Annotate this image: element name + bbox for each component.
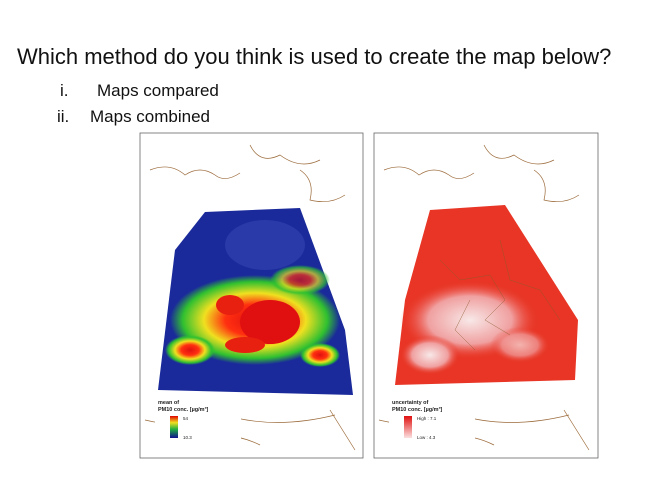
legend-high: 54 bbox=[183, 416, 189, 421]
uncertainty-field bbox=[400, 280, 550, 375]
question: Which method do you think is used to cre… bbox=[17, 44, 612, 69]
legend-title: uncertainty of bbox=[392, 400, 429, 406]
legend-title: PM10 conc. [µg/m³] bbox=[158, 406, 208, 413]
borders bbox=[439, 239, 561, 351]
pollution-blobs bbox=[165, 220, 340, 367]
option-text: Maps combined bbox=[90, 107, 211, 126]
legend-title: mean of bbox=[158, 400, 179, 406]
legend-scale bbox=[404, 416, 412, 438]
option-marker: i. bbox=[60, 81, 69, 100]
legend-low: 10.3 bbox=[183, 435, 192, 440]
option-marker: ii. bbox=[57, 107, 70, 126]
legend-scale bbox=[170, 416, 178, 438]
legend-high: High : 7.1 bbox=[417, 416, 437, 421]
legend-title: PM10 conc. [µg/m³] bbox=[392, 406, 442, 413]
legend-low: Low : 4.3 bbox=[417, 435, 436, 440]
option-text: Maps compared bbox=[97, 81, 219, 100]
legend-box bbox=[155, 396, 241, 450]
legend-box bbox=[389, 396, 475, 450]
